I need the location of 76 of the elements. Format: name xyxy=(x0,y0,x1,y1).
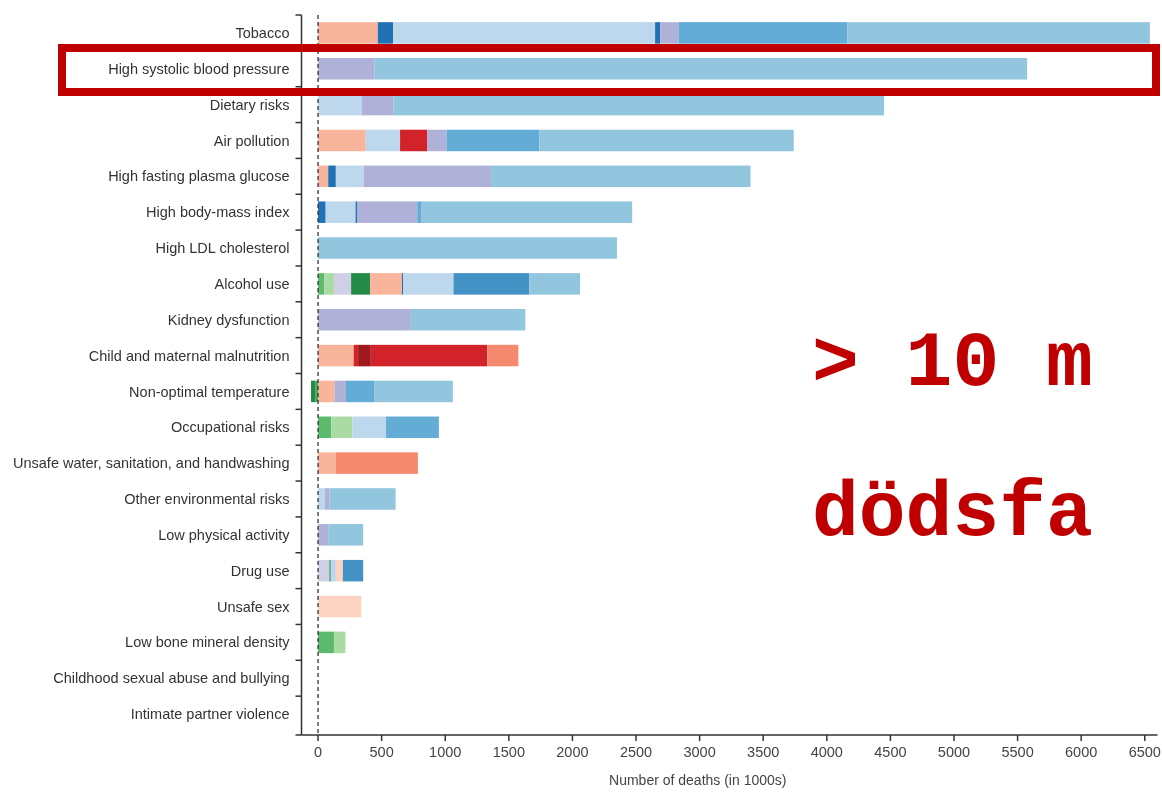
bar xyxy=(421,201,633,223)
x-tick-label: 2500 xyxy=(619,744,653,760)
bar xyxy=(318,22,378,44)
bar xyxy=(318,595,362,618)
x-tick-label: 500 xyxy=(369,744,394,760)
bar xyxy=(324,273,334,295)
bar xyxy=(318,344,354,367)
bar xyxy=(335,559,343,582)
x-tick-label: 5500 xyxy=(1001,744,1034,760)
bar xyxy=(318,452,336,474)
bar xyxy=(346,380,375,403)
bar xyxy=(427,129,447,152)
y-tick-label: Unsafe sex xyxy=(216,598,291,615)
x-tick-label: 6500 xyxy=(1128,744,1161,760)
x-tick-label: 3000 xyxy=(683,744,716,760)
bar xyxy=(377,22,394,44)
y-tick-label: Non-optimal temperature xyxy=(129,383,290,400)
bar xyxy=(333,631,346,654)
bar xyxy=(400,129,428,152)
bar xyxy=(318,201,326,223)
y-tick-label: High body-mass index xyxy=(146,204,291,221)
bar xyxy=(331,416,353,439)
bar xyxy=(330,559,336,582)
bar xyxy=(446,129,540,152)
bar xyxy=(357,201,418,223)
bar xyxy=(358,344,371,367)
bar xyxy=(335,165,364,188)
bar xyxy=(334,380,347,403)
y-tick-label: Child and maternal malnutrition xyxy=(88,347,290,364)
y-tick-label: Low physical activity xyxy=(158,526,291,543)
bar xyxy=(333,273,352,295)
y-tick-label: Tobacco xyxy=(235,25,290,41)
y-tick-label: Childhood sexual abuse and bullying xyxy=(53,670,290,687)
x-tick-label: 1000 xyxy=(429,744,462,760)
bar xyxy=(539,129,794,152)
annotation: dödsfa xyxy=(812,470,1093,558)
bar xyxy=(318,631,334,654)
bar xyxy=(453,273,530,295)
bar xyxy=(363,165,492,188)
bar xyxy=(370,344,488,367)
annotation: > 10 m xyxy=(812,320,1093,408)
x-tick-label: 4000 xyxy=(810,744,843,760)
y-tick-label: Low bone mineral density xyxy=(125,634,291,651)
y-tick-label: Dietary risks xyxy=(209,96,290,113)
x-tick-label: 3500 xyxy=(747,744,780,760)
x-axis-title: Number of deaths (in 1000s) xyxy=(609,772,787,788)
bar xyxy=(318,165,329,188)
y-tick-label: Other environmental risks xyxy=(124,491,290,508)
y-tick-label: High fasting plasma glucose xyxy=(108,168,290,185)
bar xyxy=(417,201,422,223)
y-tick-label: High LDL cholesterol xyxy=(155,240,290,257)
bar xyxy=(328,165,336,188)
bar xyxy=(335,452,418,474)
y-tick-label: Unsafe water, sanitation, and handwashing xyxy=(13,455,290,472)
bar xyxy=(655,22,661,44)
x-tick-label: 6000 xyxy=(1065,744,1098,760)
bar xyxy=(374,380,453,403)
x-tick-label: 4500 xyxy=(874,744,907,760)
y-tick-label: Drug use xyxy=(230,562,290,579)
bar xyxy=(393,22,656,44)
bar xyxy=(318,416,332,439)
bar xyxy=(487,344,519,367)
bar xyxy=(351,273,371,295)
bar xyxy=(318,129,366,152)
y-tick-label: Kidney dysfunction xyxy=(167,311,290,328)
x-tick-label: 5000 xyxy=(937,744,971,760)
x-tick-label: 0 xyxy=(314,744,323,760)
bar xyxy=(529,273,581,295)
x-tick-label: 1500 xyxy=(492,744,525,760)
y-tick-label: High systolic blood pressure xyxy=(108,60,290,77)
x-tick-label: 2000 xyxy=(556,744,589,760)
y-tick-label: Air pollution xyxy=(213,132,290,149)
bar xyxy=(352,416,387,439)
y-tick-label: Occupational risks xyxy=(171,419,290,436)
y-tick-label: Intimate partner violence xyxy=(130,706,290,723)
y-tick-label: Alcohol use xyxy=(214,275,290,292)
